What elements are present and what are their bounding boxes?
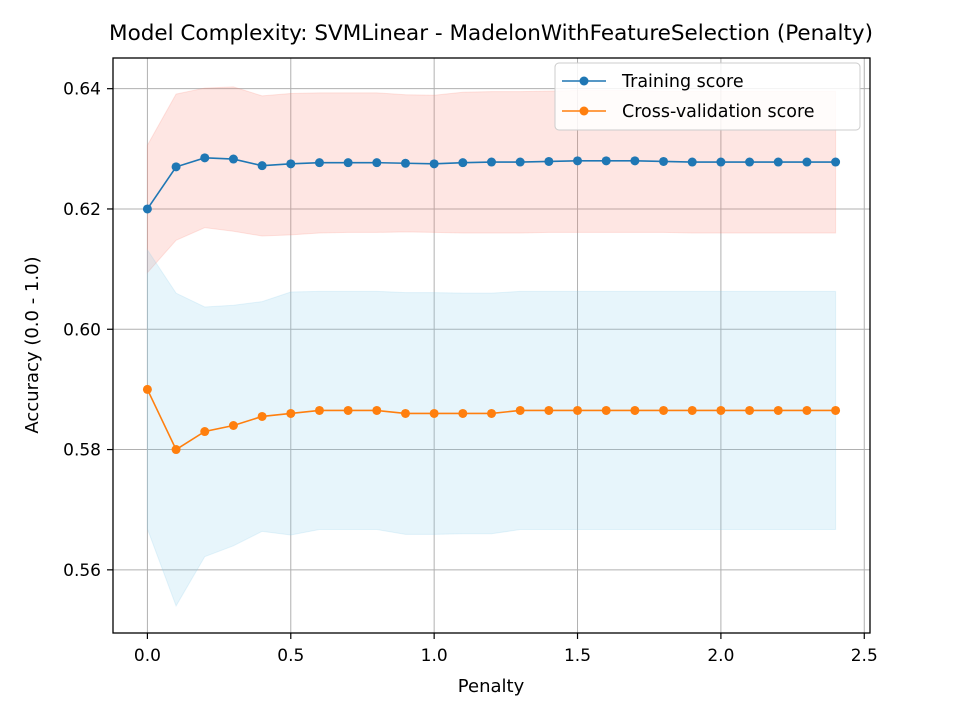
data-point-training bbox=[314, 158, 324, 168]
data-point-cross-validation bbox=[343, 405, 353, 415]
data-point-training bbox=[544, 156, 554, 166]
data-point-cross-validation bbox=[257, 411, 267, 421]
data-point-cross-validation bbox=[429, 408, 439, 418]
data-point-cross-validation bbox=[314, 405, 324, 415]
confidence-bands bbox=[146, 86, 837, 608]
data-point-cross-validation bbox=[687, 405, 697, 415]
grid bbox=[113, 58, 870, 633]
x-tick-label: 0.5 bbox=[277, 646, 304, 666]
data-point-training bbox=[659, 156, 669, 166]
data-point-training bbox=[286, 159, 296, 169]
data-point-cross-validation bbox=[171, 445, 181, 455]
data-point-training bbox=[745, 157, 755, 167]
data-point-cross-validation bbox=[773, 405, 783, 415]
data-point-training bbox=[773, 157, 783, 167]
legend-marker-training bbox=[579, 76, 589, 86]
data-point-cross-validation bbox=[458, 408, 468, 418]
data-point-training bbox=[687, 157, 697, 167]
data-point-training bbox=[515, 157, 525, 167]
x-tick-label: 1.5 bbox=[564, 646, 591, 666]
x-tick-label: 0.0 bbox=[134, 646, 161, 666]
data-point-training bbox=[228, 154, 238, 164]
data-point-training bbox=[458, 158, 468, 168]
legend-label-cross-validation: Cross-validation score bbox=[622, 102, 815, 122]
x-tick-label: 1.0 bbox=[421, 646, 448, 666]
data-point-training bbox=[171, 162, 181, 172]
x-axis-ticks: 0.0 0.5 1.0 1.5 2.0 2.5 bbox=[134, 633, 878, 666]
chart-title: Model Complexity: SVMLinear - MadelonWit… bbox=[109, 21, 873, 46]
data-point-training bbox=[831, 157, 841, 167]
data-point-training bbox=[601, 156, 611, 166]
data-point-cross-validation bbox=[228, 420, 238, 430]
data-point-training bbox=[372, 158, 382, 168]
legend-label-training: Training score bbox=[621, 72, 744, 92]
data-point-cross-validation bbox=[200, 427, 210, 437]
data-point-training bbox=[257, 161, 267, 171]
x-axis-label: Penalty bbox=[458, 676, 525, 697]
y-tick-label: 0.62 bbox=[63, 200, 101, 220]
y-tick-label: 0.56 bbox=[63, 561, 101, 581]
x-tick-label: 2.5 bbox=[851, 646, 878, 666]
data-point-cross-validation bbox=[544, 405, 554, 415]
data-point-training bbox=[142, 204, 152, 214]
data-point-training bbox=[343, 158, 353, 168]
legend-marker-cross-validation bbox=[579, 106, 589, 116]
data-point-training bbox=[630, 156, 640, 166]
data-point-cross-validation bbox=[831, 405, 841, 415]
data-point-cross-validation bbox=[142, 384, 152, 394]
y-tick-label: 0.58 bbox=[63, 441, 101, 461]
data-point-cross-validation bbox=[601, 405, 611, 415]
data-point-training bbox=[487, 157, 496, 167]
data-series bbox=[142, 153, 841, 455]
data-point-cross-validation bbox=[487, 408, 496, 418]
y-axis-label: Accuracy (0.0 - 1.0) bbox=[22, 256, 43, 433]
legend: Training score Cross-validation score bbox=[554, 62, 861, 131]
confidence-band-cross-validation bbox=[146, 248, 837, 608]
plot-frame bbox=[112, 57, 871, 634]
data-point-training bbox=[429, 159, 439, 169]
data-point-cross-validation bbox=[802, 405, 812, 415]
data-point-cross-validation bbox=[630, 405, 640, 415]
data-point-training bbox=[573, 156, 583, 166]
data-point-cross-validation bbox=[745, 405, 755, 415]
data-point-training bbox=[802, 157, 812, 167]
data-point-cross-validation bbox=[286, 408, 296, 418]
legend-box bbox=[554, 62, 861, 131]
data-point-cross-validation bbox=[573, 405, 583, 415]
y-tick-label: 0.64 bbox=[63, 80, 101, 100]
confidence-band-training bbox=[146, 86, 837, 275]
data-point-cross-validation bbox=[716, 405, 726, 415]
data-point-cross-validation bbox=[659, 405, 669, 415]
x-tick-label: 2.0 bbox=[707, 646, 734, 666]
y-axis-ticks: 0.56 0.58 0.60 0.62 0.64 bbox=[63, 80, 113, 581]
data-point-cross-validation bbox=[372, 405, 382, 415]
data-point-cross-validation bbox=[400, 408, 410, 418]
y-tick-label: 0.60 bbox=[63, 320, 101, 340]
data-point-cross-validation bbox=[515, 405, 525, 415]
data-point-training bbox=[200, 153, 210, 163]
data-point-training bbox=[716, 157, 726, 167]
data-point-training bbox=[400, 158, 410, 168]
